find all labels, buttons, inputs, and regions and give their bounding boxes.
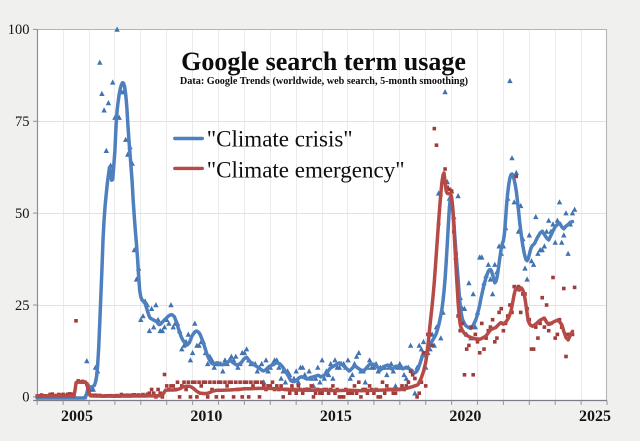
svg-text:50: 50 <box>15 206 30 222</box>
svg-text:25: 25 <box>15 298 30 314</box>
svg-text:"Climate crisis": "Climate crisis" <box>207 127 353 152</box>
svg-text:2015: 2015 <box>320 408 352 425</box>
svg-text:Data: Google Trends (worldwide: Data: Google Trends (worldwide, web sear… <box>180 76 468 87</box>
svg-text:100: 100 <box>8 22 30 38</box>
svg-text:0: 0 <box>22 390 29 406</box>
svg-text:Google search term usage: Google search term usage <box>181 47 466 76</box>
svg-text:2005: 2005 <box>61 408 93 425</box>
svg-text:2025: 2025 <box>579 408 611 425</box>
svg-text:75: 75 <box>15 114 30 130</box>
svg-text:2020: 2020 <box>449 408 481 425</box>
svg-text:"Climate emergency": "Climate emergency" <box>207 157 405 182</box>
svg-text:2010: 2010 <box>190 408 222 425</box>
